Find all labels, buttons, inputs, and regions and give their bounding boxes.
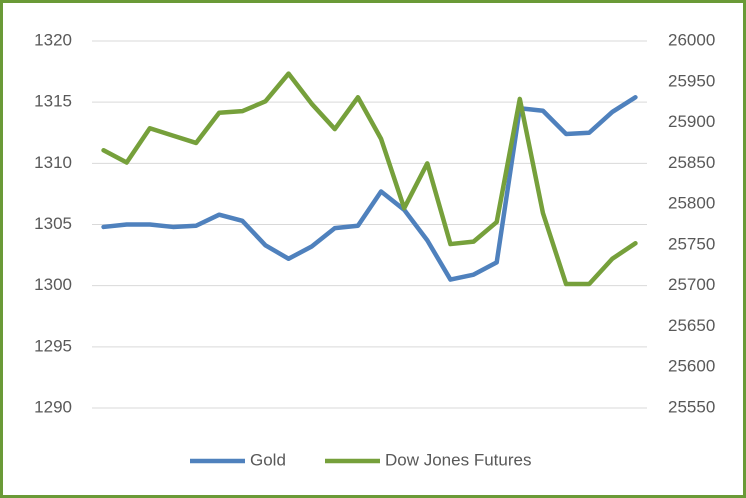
y-tick-label: 1315	[34, 92, 72, 111]
y2-tick-label: 25850	[668, 153, 715, 172]
y-tick-label: 1295	[34, 336, 72, 355]
y-tick-label: 1310	[34, 153, 72, 172]
y2-tick-label: 25800	[668, 194, 715, 213]
y2-tick-label: 25950	[668, 71, 715, 90]
y2-tick-label: 25650	[668, 316, 715, 335]
series-line	[101, 95, 638, 282]
y2-tick-label: 25900	[668, 112, 715, 131]
y2-tick-label: 25700	[668, 275, 715, 294]
y-tick-label: 1320	[34, 30, 72, 49]
y2-tick-label: 25550	[668, 397, 715, 416]
y-tick-label: 1305	[34, 214, 72, 233]
legend-label: Gold	[250, 450, 286, 469]
legend-label: Dow Jones Futures	[385, 450, 531, 469]
y2-tick-label: 26000	[668, 30, 715, 49]
series-line	[101, 71, 638, 287]
y-tick-label: 1290	[34, 397, 72, 416]
y2-tick-label: 25600	[668, 357, 715, 376]
y-tick-label: 1300	[34, 275, 72, 294]
y2-tick-label: 25750	[668, 234, 715, 253]
